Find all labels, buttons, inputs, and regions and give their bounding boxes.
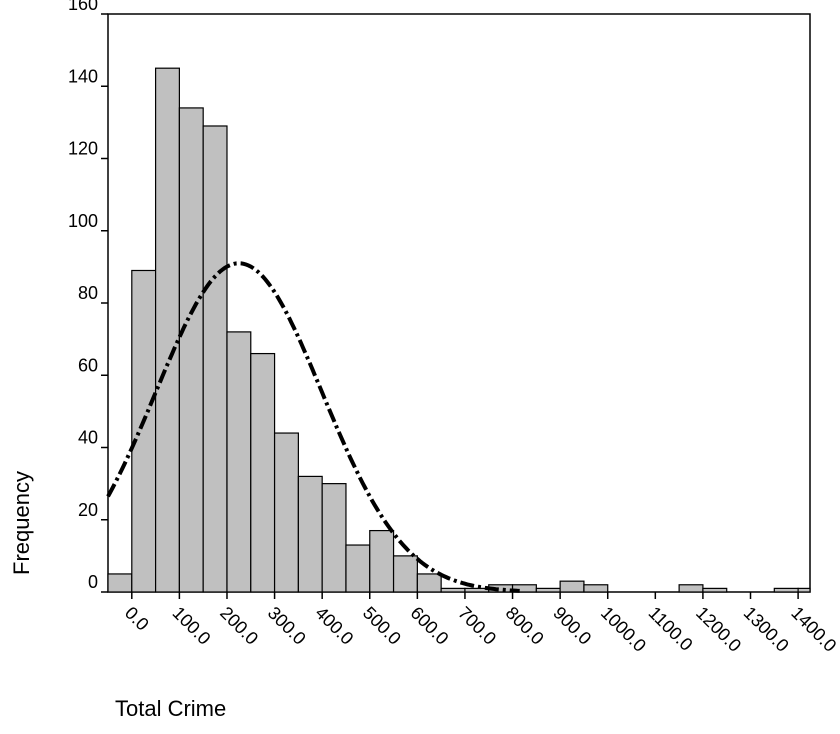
y-tick-label: 140 — [68, 66, 98, 86]
histogram-bar — [273, 432, 299, 593]
x-tick-label: 200.0 — [216, 603, 262, 649]
histogram-bar — [797, 587, 811, 593]
histogram-bar — [345, 544, 371, 593]
x-tick-label: 1400.0 — [787, 603, 840, 656]
x-axis-ticks: 0.0 100.0 200.0 300.0 400.0 500.0 600.0 700.0 80… — [121, 592, 840, 656]
histogram-bar — [416, 573, 442, 593]
y-tick-label: 60 — [78, 355, 98, 375]
x-tick-label: 600.0 — [407, 603, 453, 649]
x-tick-label: 400.0 — [311, 603, 357, 649]
histogram-bar — [154, 67, 180, 593]
y-tick-label: 40 — [78, 428, 98, 448]
histogram-bars — [107, 67, 811, 593]
x-tick-label: 900.0 — [549, 603, 595, 649]
y-tick-label: 100 — [68, 211, 98, 231]
histogram-bar — [678, 584, 704, 593]
y-tick-label: 160 — [68, 0, 98, 14]
histogram-bar — [369, 529, 395, 593]
histogram-bar — [107, 573, 133, 593]
x-tick-label: 300.0 — [264, 603, 310, 649]
histogram-bar — [773, 587, 799, 593]
y-axis-label: Frequency — [9, 471, 34, 575]
histogram-bar — [392, 555, 418, 593]
x-tick-label: 1000.0 — [597, 603, 650, 656]
y-tick-label: 80 — [78, 283, 98, 303]
y-axis-ticks: 0 20 40 60 80 100 120 140 160 — [68, 0, 108, 593]
histogram-bar — [559, 580, 585, 593]
histogram-bar — [131, 269, 157, 593]
histogram-bar — [440, 587, 466, 593]
histogram-bar — [702, 587, 728, 593]
histogram-bar — [321, 483, 347, 593]
histogram-bar — [226, 331, 252, 593]
x-tick-label: 800.0 — [502, 603, 548, 649]
y-tick-label: 120 — [68, 139, 98, 159]
normal-curve — [106, 261, 520, 593]
histogram-bar — [583, 584, 609, 593]
x-tick-label: 700.0 — [454, 603, 500, 649]
x-tick-label: 1300.0 — [740, 603, 793, 656]
histogram-bar — [202, 125, 228, 593]
x-tick-label: 0.0 — [121, 603, 153, 635]
histogram-bar — [178, 107, 204, 593]
x-tick-label: 1100.0 — [644, 603, 696, 655]
histogram-bar — [297, 475, 323, 593]
x-axis-label: Total Crime — [115, 696, 226, 721]
x-tick-label: 100.0 — [169, 603, 215, 649]
histogram-bar — [250, 352, 276, 593]
histogram-bar — [535, 587, 561, 593]
x-tick-label: 500.0 — [359, 603, 405, 649]
y-tick-label: 0 — [88, 572, 98, 592]
y-tick-label: 20 — [78, 500, 98, 520]
x-tick-label: 1200.0 — [692, 603, 745, 656]
